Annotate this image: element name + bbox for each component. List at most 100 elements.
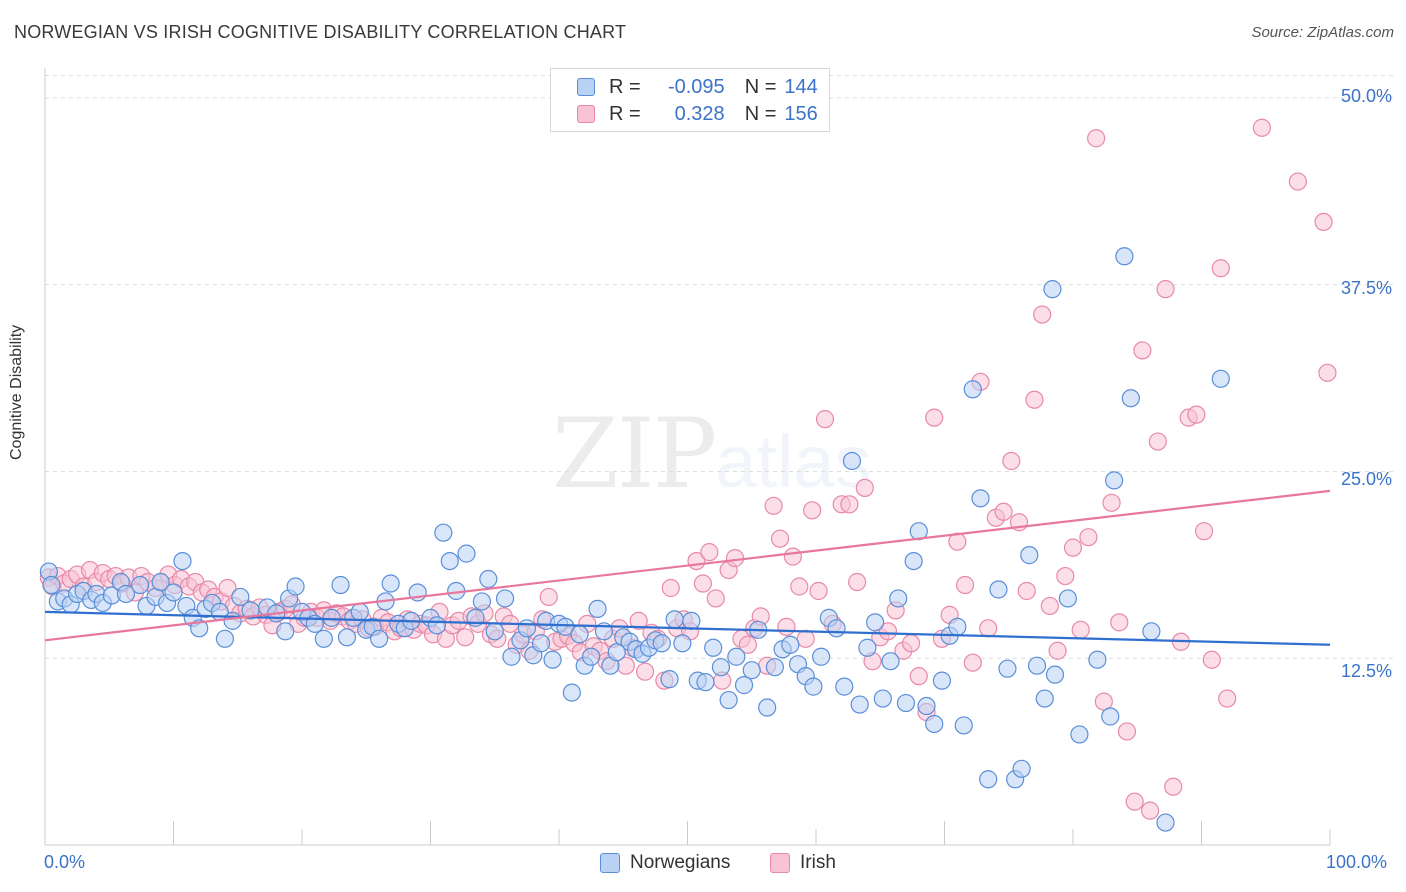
norwegian-point	[719, 690, 738, 710]
norwegian-point	[682, 611, 701, 630]
norwegian-point	[881, 652, 900, 671]
norwegian-point	[665, 610, 684, 629]
irish-point	[1048, 641, 1067, 660]
irish-point	[979, 619, 998, 638]
norwegian-point	[704, 638, 723, 657]
legend-item-norwegians[interactable]: Norwegians	[600, 852, 730, 874]
x-tick-label-max: 100.0%	[1326, 852, 1388, 872]
irish-point	[783, 547, 802, 566]
norwegian-point	[314, 629, 333, 648]
norwegian-points	[39, 247, 1230, 832]
norwegian-point	[1027, 656, 1047, 675]
norwegian-point	[781, 635, 800, 654]
norwegian-point	[932, 671, 952, 690]
irish-point	[1002, 451, 1021, 471]
norwegian-point	[286, 577, 305, 596]
watermark-zip: ZIP	[552, 398, 717, 510]
norwegian-point	[1035, 689, 1054, 708]
irish-point	[1164, 777, 1183, 796]
norwegian-point	[479, 569, 498, 589]
norwegian-point	[190, 619, 209, 638]
norwegian-point	[812, 647, 831, 666]
norwegian-point	[215, 629, 234, 648]
norwegian-point	[531, 634, 551, 653]
norwegian-point	[835, 677, 854, 696]
norwegian-point	[381, 574, 400, 593]
norwegian-point	[231, 587, 250, 607]
norwegian-point	[164, 583, 183, 602]
norwegian-point	[660, 670, 679, 689]
irish-point	[1056, 566, 1075, 586]
irish-point	[803, 501, 822, 520]
norwegian-point	[173, 551, 192, 571]
norwegian-point	[727, 647, 746, 666]
irish-point	[1117, 722, 1137, 741]
y-tick-label-12-5: 12.5%	[1340, 661, 1392, 681]
n-value: 144	[784, 75, 818, 98]
irish-point	[1252, 118, 1271, 137]
irish-point	[1133, 341, 1152, 360]
irish-swatch	[577, 105, 595, 123]
norwegian-point	[1012, 759, 1031, 778]
irish-point	[909, 667, 928, 686]
norwegian-point	[652, 634, 671, 653]
irish-point	[1194, 522, 1214, 541]
irish-point	[1125, 792, 1144, 811]
norwegian-point	[434, 523, 453, 542]
norwegian-point	[1211, 369, 1230, 388]
norwegian-point	[276, 622, 295, 641]
norwegian-point	[979, 770, 998, 789]
norwegian-point	[472, 592, 491, 611]
norwegian-point	[954, 716, 973, 735]
norwegian-point	[1142, 622, 1161, 641]
series-legend: Norwegians Irish	[0, 852, 1406, 878]
norwegian-point	[904, 551, 923, 571]
norwegian-point	[998, 659, 1017, 678]
norwegian-point	[866, 613, 885, 632]
norwegian-point	[502, 647, 521, 666]
norwegian-point	[588, 599, 607, 619]
legend-item-irish[interactable]: Irish	[770, 852, 836, 874]
irish-points	[39, 118, 1337, 820]
irish-point	[901, 634, 921, 653]
irish-point	[1102, 493, 1121, 512]
irish-point	[790, 577, 809, 596]
irish-point	[700, 543, 719, 562]
norwegian-point	[963, 380, 982, 399]
norwegian-point	[485, 622, 504, 641]
norwegian-point	[742, 661, 761, 680]
irish-point	[1110, 613, 1129, 632]
irish-point	[635, 662, 655, 681]
norwegian-point	[804, 677, 823, 696]
irish-point	[1017, 581, 1036, 601]
irish-point	[629, 611, 648, 630]
norwegian-point	[1070, 725, 1089, 744]
norwegian-point	[711, 658, 731, 677]
norwegian-point	[1043, 280, 1062, 299]
norwegian-point	[116, 584, 136, 604]
norwegian-point	[896, 693, 916, 713]
norwegian-point	[350, 602, 369, 622]
norwegian-point	[337, 628, 357, 647]
irish-point	[1318, 363, 1337, 382]
norwegian-point	[1121, 389, 1140, 408]
norwegian-point	[562, 683, 581, 702]
axes	[44, 68, 1331, 846]
norwegian-point	[495, 589, 515, 608]
norwegian-point	[989, 580, 1008, 599]
norwegian-point	[517, 619, 536, 638]
norwegians-swatch	[600, 853, 620, 873]
irish-point	[848, 572, 867, 592]
norwegian-point	[1088, 650, 1107, 669]
norwegian-point	[1156, 813, 1175, 832]
irish-point	[855, 478, 874, 497]
irish-point	[1063, 538, 1083, 557]
r-label: R =	[609, 75, 641, 98]
irish-point	[815, 410, 835, 429]
norwegian-point	[582, 647, 601, 666]
norwegian-point	[130, 575, 150, 595]
norwegian-point	[917, 696, 936, 716]
n-label: N =	[744, 102, 777, 125]
norwegian-trend-line	[44, 610, 1331, 646]
